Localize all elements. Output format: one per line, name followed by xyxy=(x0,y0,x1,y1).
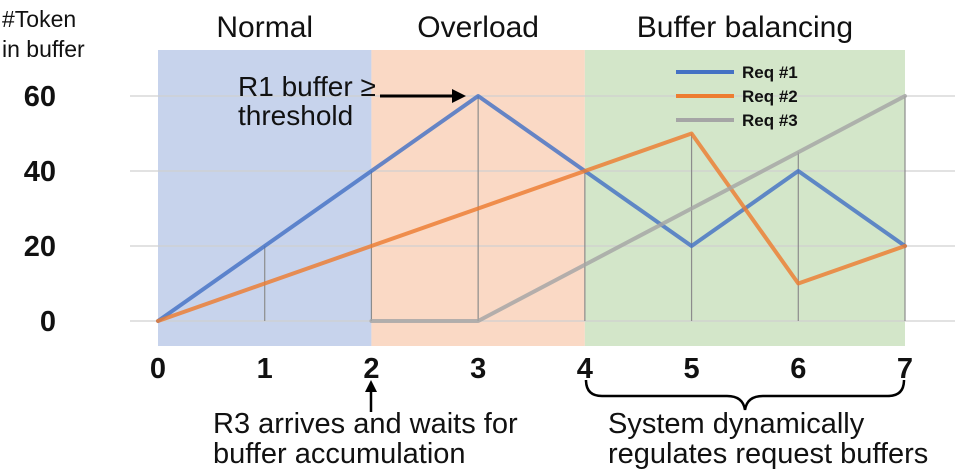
x-tick-3: 3 xyxy=(470,353,486,385)
x-tick-6: 6 xyxy=(790,353,806,385)
series-line-req-2 xyxy=(156,131,907,323)
system-annotation-line2: regulates request buffers xyxy=(608,438,928,470)
x-tick-7: 7 xyxy=(897,353,913,385)
y-tick-20: 20 xyxy=(24,231,56,263)
y-axis-title-line2: in buffer xyxy=(2,36,85,62)
r3-arrowhead xyxy=(365,380,377,392)
legend-label-req-1: Req #1 xyxy=(742,63,798,82)
r3-annotation-line2: buffer accumulation xyxy=(213,438,466,470)
x-tick-4: 4 xyxy=(577,353,593,385)
phase-label-2: Overload xyxy=(417,11,539,44)
y-tick-60: 60 xyxy=(24,81,56,113)
r3-annotation-line1: R3 arrives and waits for xyxy=(213,408,518,440)
x-tick-5: 5 xyxy=(684,353,700,385)
x-tick-2: 2 xyxy=(363,353,379,385)
balancing-brace xyxy=(584,379,906,411)
phase-label-1: Normal xyxy=(216,11,313,44)
phase-label-3: Buffer balancing xyxy=(637,11,853,44)
threshold-annotation-line2: threshold xyxy=(238,100,353,131)
series-line-req-1 xyxy=(156,94,907,323)
threshold-annotation-line1: R1 buffer ≥ xyxy=(238,71,376,102)
legend-label-req-2: Req #2 xyxy=(742,87,798,106)
y-axis-title-line1: #Token xyxy=(2,6,76,32)
threshold-arrowhead xyxy=(452,89,466,103)
y-tick-0: 0 xyxy=(40,306,56,338)
x-tick-1: 1 xyxy=(257,353,273,385)
legend-label-req-3: Req #3 xyxy=(742,111,798,130)
system-annotation-line1: System dynamically xyxy=(608,408,865,440)
y-tick-40: 40 xyxy=(24,156,56,188)
series-line-req-3 xyxy=(369,94,907,323)
x-tick-0: 0 xyxy=(150,353,166,385)
phase-region-3 xyxy=(584,50,905,346)
